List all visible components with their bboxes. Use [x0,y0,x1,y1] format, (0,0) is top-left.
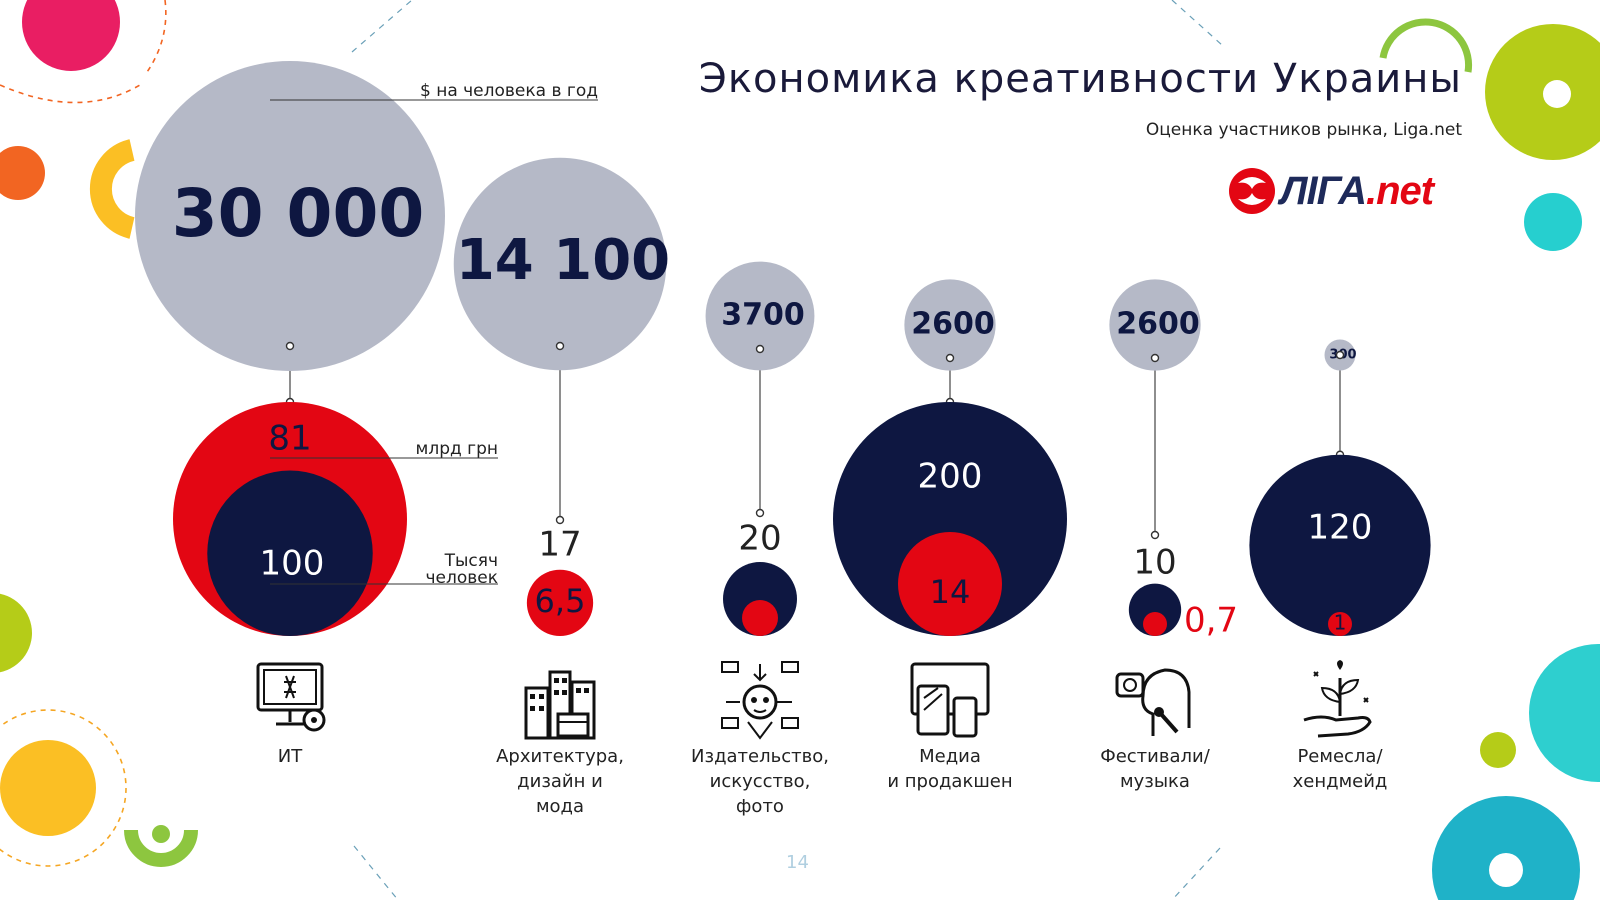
employees-bubble [207,470,373,636]
liga-logo-icon [1229,168,1275,214]
revenue-bubble [898,532,1002,636]
creative-mind-icon [718,658,802,742]
connector-dot [755,344,765,354]
revenue-bubble [526,569,594,636]
revenue-value: 14 [930,573,971,611]
per-person-bubble [904,279,996,371]
category-label: Медиа и продакшен [887,746,1013,792]
connector-dot [945,353,955,363]
per-person-bubble [453,157,667,371]
revenue-value: 81 [268,419,311,459]
revenue-value: 0,7 [1184,601,1238,641]
revenue-value: 6,5 [535,582,586,620]
singer-icon [1113,658,1197,742]
employees-value: 17 [538,525,581,565]
city-buildings-icon [518,658,602,742]
connector-dot [1150,530,1160,540]
logo-text-main: ЛІГА [1280,168,1367,213]
connector-dot [555,515,565,525]
per-person-value: 2600 [1116,307,1200,342]
decor-top-left [0,0,167,239]
employees-bubble [833,402,1067,636]
employees-bubble [1128,583,1182,636]
devices-icon [908,658,992,742]
category-label: Ремесла/ хендмейд [1292,746,1388,792]
page-subtitle: Оценка участников рынка, Liga.net [1145,120,1462,140]
decor-dashed-arcs [351,0,1223,900]
per-person-value: 30 000 [172,175,425,252]
per-person-bubble [135,61,445,371]
connector-dot [555,341,565,351]
employees-bubble [723,562,797,636]
logo-text-dot: . [1366,168,1377,213]
decor-bottom-left [0,593,198,867]
connector-dot [1335,350,1345,360]
liga-net-logo: ЛІГА.net [1226,160,1466,222]
category-label: Издательство, искусство, фото [691,746,829,817]
revenue-value: 1 [1334,611,1347,635]
per-person-bubble [1109,279,1201,371]
legend-revenue: млрд грн [416,439,498,459]
revenue-bubble [742,600,778,636]
legend-employees-line2: человек [425,568,498,588]
category-label: Фестивали/ музыка [1100,746,1210,792]
legend-per-person: $ на человека в год [420,81,598,101]
page-number: 14 [786,852,809,873]
logo-text-net: net [1376,168,1434,213]
connector-dot [755,508,765,518]
category-label: ИТ [277,746,303,767]
employees-value: 200 [918,457,983,497]
category-label: Архитектура, дизайн и мода [496,746,624,817]
revenue-bubble [1143,612,1167,636]
per-person-bubble [705,261,815,371]
employees-value: 10 [1133,543,1176,583]
legend-employees-line1: Тысяч [444,551,498,571]
decor-top-right [1379,18,1600,251]
plant-hand-icon [1298,658,1382,742]
per-person-value: 2600 [911,307,995,342]
employees-value: 100 [260,544,325,584]
per-person-value: 3700 [721,298,805,333]
decor-bottom-right [1432,644,1600,900]
liga-logo-text: ЛІГА.net [1280,168,1434,214]
employees-value: 20 [738,519,781,559]
computer-gear-icon [248,658,332,742]
per-person-value: 14 100 [456,228,670,293]
employees-bubble [1249,454,1431,636]
connector-dot [1150,353,1160,363]
revenue-bubble [1328,612,1352,636]
page-title: Экономика креативности Украины [698,56,1462,102]
connector-dot [285,341,295,351]
employees-value: 120 [1308,508,1373,548]
